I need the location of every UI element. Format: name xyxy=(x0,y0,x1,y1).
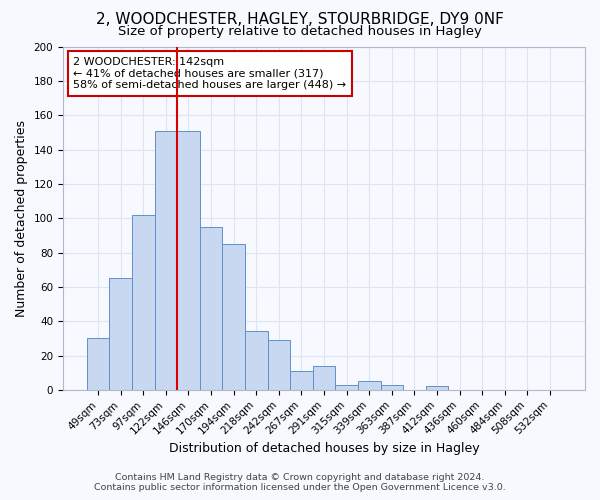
Bar xyxy=(245,332,268,390)
Bar xyxy=(87,338,109,390)
Text: Size of property relative to detached houses in Hagley: Size of property relative to detached ho… xyxy=(118,25,482,38)
Bar xyxy=(358,382,380,390)
Bar xyxy=(200,227,223,390)
Bar xyxy=(155,130,177,390)
Bar xyxy=(335,384,358,390)
Bar xyxy=(132,214,155,390)
Bar xyxy=(290,371,313,390)
Text: 2 WOODCHESTER: 142sqm
← 41% of detached houses are smaller (317)
58% of semi-det: 2 WOODCHESTER: 142sqm ← 41% of detached … xyxy=(73,57,347,90)
Y-axis label: Number of detached properties: Number of detached properties xyxy=(15,120,28,316)
Bar xyxy=(425,386,448,390)
Bar xyxy=(177,130,200,390)
Bar xyxy=(380,384,403,390)
Bar xyxy=(313,366,335,390)
X-axis label: Distribution of detached houses by size in Hagley: Distribution of detached houses by size … xyxy=(169,442,479,455)
Text: Contains HM Land Registry data © Crown copyright and database right 2024.
Contai: Contains HM Land Registry data © Crown c… xyxy=(94,473,506,492)
Text: 2, WOODCHESTER, HAGLEY, STOURBRIDGE, DY9 0NF: 2, WOODCHESTER, HAGLEY, STOURBRIDGE, DY9… xyxy=(96,12,504,28)
Bar xyxy=(109,278,132,390)
Bar xyxy=(268,340,290,390)
Bar xyxy=(223,244,245,390)
